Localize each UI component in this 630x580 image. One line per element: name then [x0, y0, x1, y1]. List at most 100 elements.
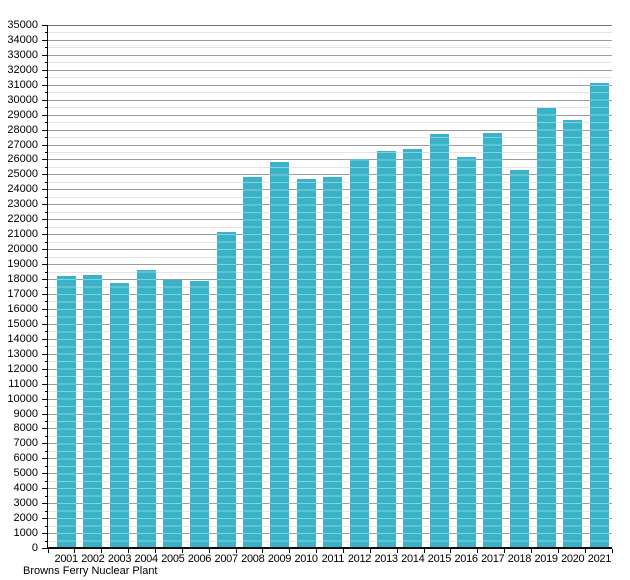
x-axis-tick-label: 2013 [374, 553, 398, 565]
y-axis-tick-label: 24000 [7, 183, 38, 196]
gridline-major [48, 174, 612, 176]
bar-2020 [563, 119, 583, 548]
bar-2004 [136, 270, 156, 548]
bar-2017 [483, 132, 503, 548]
gridline-major [48, 39, 612, 41]
y-axis-tick-label: 7000 [13, 437, 38, 450]
x-tick [316, 549, 318, 553]
bar-2018 [509, 169, 529, 548]
y-axis-tick-label: 25000 [7, 168, 38, 181]
y-axis-tick-label: 33000 [7, 48, 38, 61]
x-tick [262, 549, 264, 553]
x-axis-tick-label: 2001 [54, 553, 79, 565]
x-axis-tick-label: 2011 [321, 553, 345, 565]
y-axis-tick-label: 11000 [8, 377, 38, 390]
y-tick-major [42, 293, 48, 295]
x-tick [611, 549, 613, 553]
x-axis-line [46, 547, 612, 549]
y-axis-tick-label: 1000 [13, 527, 38, 540]
gridline-minor [48, 166, 612, 168]
x-axis-tick-label: 2019 [534, 553, 558, 565]
bar-2015 [429, 134, 449, 548]
y-tick-major [42, 114, 48, 116]
x-tick [477, 549, 479, 553]
y-axis-tick-label: 20000 [7, 243, 38, 256]
gridline-minor [48, 122, 612, 124]
y-axis-tick-label: 17000 [7, 287, 38, 300]
y-axis-tick-label: 8000 [13, 422, 38, 435]
y-axis-tick-label: 3000 [13, 497, 38, 510]
x-axis-tick-label: 2007 [214, 553, 239, 565]
y-tick-major [42, 548, 48, 549]
bar-2009 [269, 162, 289, 548]
y-tick-major [42, 99, 48, 101]
y-tick-major [42, 159, 48, 161]
x-axis-tick-label: 2012 [347, 553, 372, 565]
y-tick-major [42, 338, 48, 340]
x-axis-tick-label: 2017 [481, 553, 505, 565]
x-tick [396, 549, 398, 553]
bar-2008 [243, 176, 263, 548]
bar-2021 [589, 83, 609, 548]
x-tick [504, 549, 506, 553]
bar-2003 [110, 282, 130, 548]
y-axis-line [46, 25, 48, 549]
bar-2001 [56, 276, 76, 548]
bar-2002 [83, 275, 103, 548]
y-tick-major [42, 383, 48, 385]
gridline-major [48, 129, 612, 131]
x-axis-tick-label: 2010 [294, 553, 318, 565]
y-tick-major [42, 129, 48, 131]
x-axis-tick-label: 2016 [454, 553, 478, 565]
x-axis-tick-label: 2008 [241, 553, 265, 565]
x-tick [557, 549, 559, 553]
bar-2019 [536, 107, 556, 548]
y-axis-tick-label: 9000 [13, 407, 38, 420]
y-tick-major [42, 413, 48, 415]
y-axis-tick-label: 28000 [7, 123, 38, 136]
gridline-minor [48, 47, 612, 49]
gridline-minor [48, 92, 612, 94]
gridline-major [48, 54, 612, 56]
gridline-minor [48, 152, 612, 153]
y-tick-major [42, 443, 48, 445]
y-axis-tick-label: 21000 [7, 228, 38, 241]
x-axis-tick-label: 2015 [427, 553, 452, 565]
x-tick [47, 549, 49, 553]
y-axis-tick-label: 2000 [13, 512, 38, 525]
gridline-minor [48, 62, 612, 64]
y-tick-major [42, 353, 48, 355]
bar-2010 [296, 178, 316, 548]
x-axis-tick-label: 2021 [587, 553, 612, 565]
bar-2011 [323, 177, 343, 548]
gridline-minor [48, 32, 612, 34]
y-axis-tick-label: 18000 [7, 273, 38, 286]
gridline-minor [48, 77, 612, 79]
x-tick [450, 549, 452, 553]
y-tick-major [42, 323, 48, 325]
y-axis-tick-label: 32000 [7, 63, 38, 76]
x-tick [101, 549, 103, 553]
x-tick [181, 549, 183, 553]
gridline-major [48, 114, 612, 116]
gridline-major [48, 99, 612, 101]
x-tick [74, 549, 76, 553]
y-axis-tick-label: 5000 [13, 467, 38, 480]
bar-2014 [403, 149, 423, 548]
y-tick-major [42, 308, 48, 310]
x-tick [289, 549, 291, 553]
y-tick-major [42, 368, 48, 370]
y-axis-tick-label: 22000 [7, 213, 38, 226]
y-axis-tick-label: 27000 [7, 138, 38, 151]
chart-footer-label: Browns Ferry Nuclear Plant [23, 565, 158, 577]
y-axis-tick-label: 6000 [13, 452, 38, 465]
y-tick-major [42, 219, 48, 221]
y-tick-major [42, 249, 48, 251]
y-axis-tick-label: 15000 [7, 317, 38, 330]
y-axis-tick-label: 13000 [7, 347, 38, 360]
x-tick [423, 549, 425, 553]
x-tick [369, 549, 371, 553]
x-tick [584, 549, 586, 553]
y-axis-tick-label: 4000 [13, 482, 38, 495]
